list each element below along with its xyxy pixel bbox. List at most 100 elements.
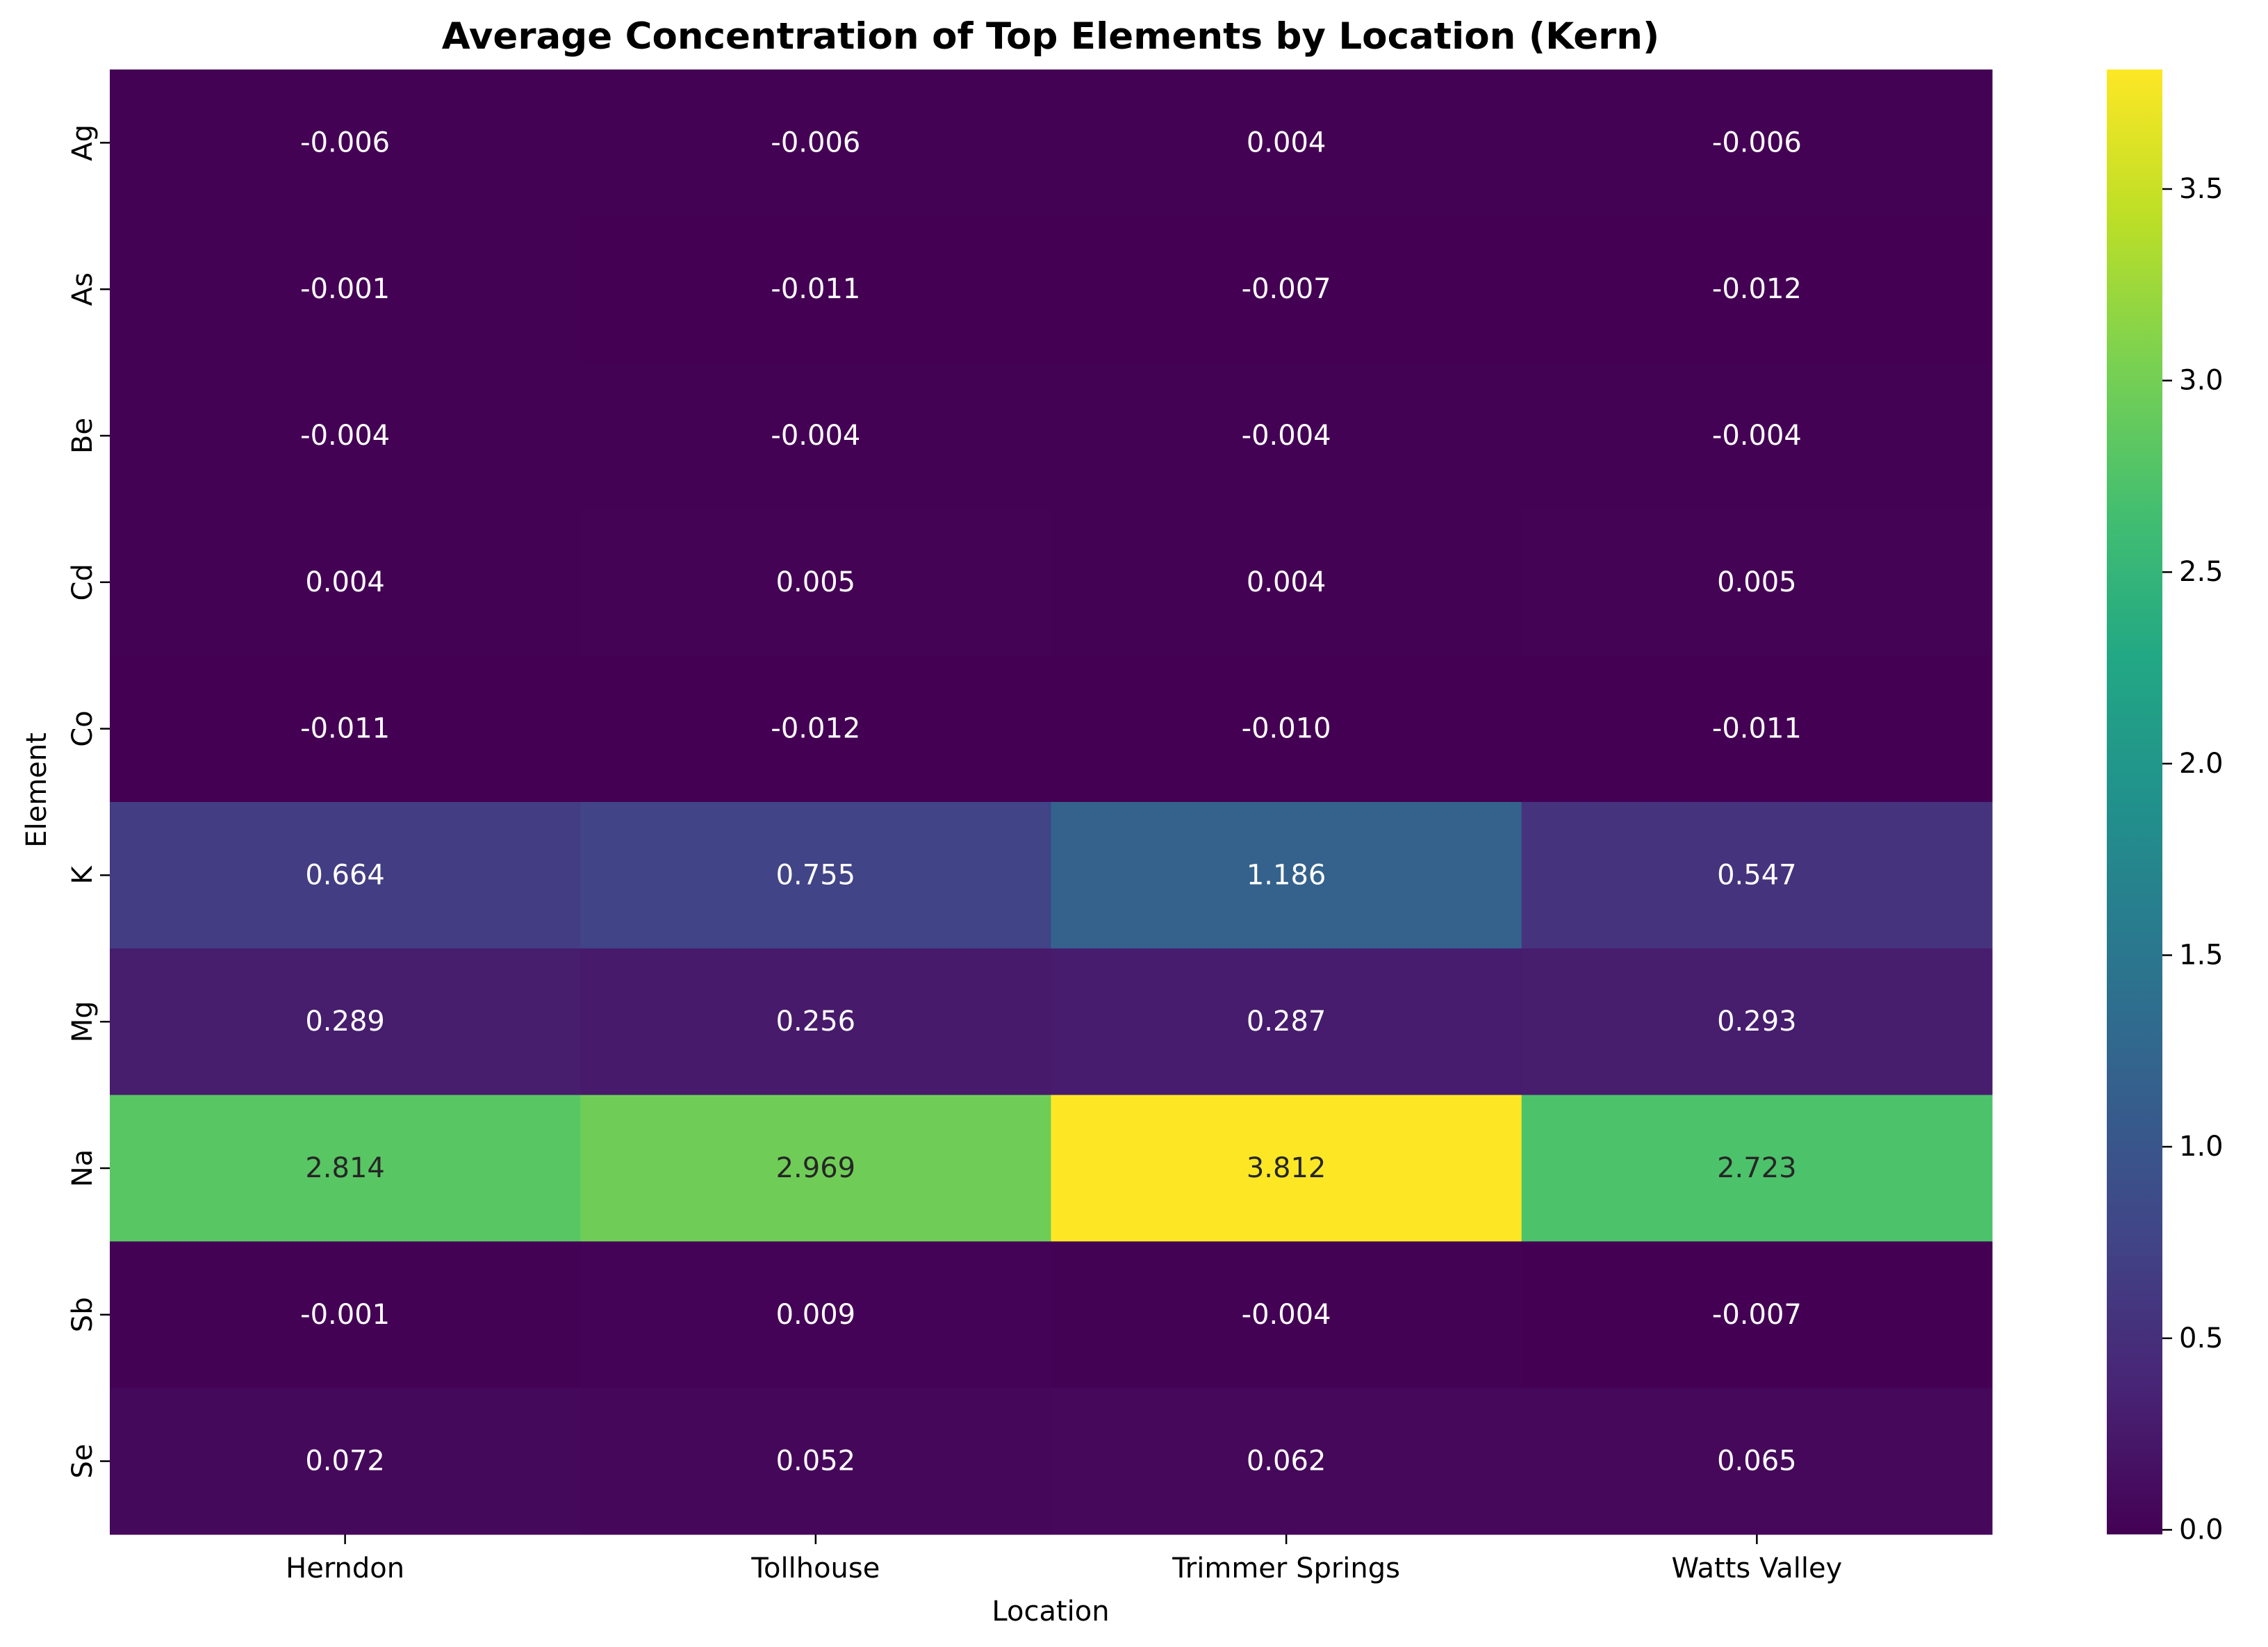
- cell-sb-tollhouse: [580, 1241, 1051, 1388]
- heatmap-cell-labels: -0.006 -0.006 0.004 -0.006 -0.001 -0.011 -0.00…: [300, 126, 1802, 1477]
- cell-value-label: -0.011: [771, 273, 860, 305]
- cell-as-watts-valley: [1521, 215, 1993, 363]
- cell-value-label: 2.969: [776, 1152, 856, 1184]
- cell-mg-tollhouse: [580, 948, 1051, 1096]
- cell-mg-herndon: [110, 948, 581, 1096]
- cell-value-label: 0.755: [776, 859, 856, 891]
- x-axis-label: Location: [992, 1596, 1109, 1628]
- cell-value-label: -0.004: [1712, 420, 1802, 452]
- cell-be-watts-valley: [1521, 362, 1993, 509]
- y-tick-label: As: [67, 272, 99, 306]
- cell-na-trimmer-springs: [1051, 1095, 1522, 1242]
- cell-co-tollhouse: [580, 655, 1051, 803]
- cell-k-herndon: [110, 802, 581, 949]
- cell-value-label: 0.005: [1717, 566, 1797, 598]
- cell-na-tollhouse: [580, 1095, 1051, 1242]
- cell-ag-watts-valley: [1521, 69, 1993, 217]
- cell-co-watts-valley: [1521, 655, 1993, 803]
- y-tick-label: K: [67, 865, 99, 885]
- cell-cd-tollhouse: [580, 509, 1051, 656]
- cell-value-label: 0.293: [1717, 1006, 1797, 1038]
- y-tick-label: Se: [67, 1444, 99, 1479]
- cell-cd-herndon: [110, 509, 581, 656]
- colorbar-ticks: 0.0 0.5 1.0 1.5 2.0 2.5 3.0 3.5: [2162, 173, 2224, 1546]
- y-tick-label: Cd: [67, 564, 99, 600]
- cell-value-label: 0.065: [1717, 1445, 1797, 1477]
- cell-value-label: 0.547: [1717, 859, 1797, 891]
- colorbar-tick-label: 3.5: [2179, 173, 2224, 205]
- cell-value-label: -0.006: [771, 126, 860, 158]
- cell-k-tollhouse: [580, 802, 1051, 949]
- x-tick-label: Herndon: [286, 1552, 404, 1584]
- colorbar-tick-label: 0.0: [2179, 1514, 2224, 1546]
- cell-value-label: -0.007: [1712, 1299, 1802, 1331]
- cell-value-label: 2.723: [1717, 1152, 1797, 1184]
- cell-value-label: 0.289: [305, 1006, 385, 1038]
- colorbar-tick-label: 1.0: [2179, 1131, 2224, 1163]
- y-tick-label: Be: [67, 418, 99, 454]
- cell-sb-watts-valley: [1521, 1241, 1993, 1388]
- x-tick-label: Watts Valley: [1672, 1552, 1843, 1584]
- cell-value-label: -0.001: [300, 1299, 390, 1331]
- x-tick-label: Trimmer Springs: [1172, 1552, 1400, 1584]
- cell-mg-watts-valley: [1521, 948, 1993, 1096]
- cell-sb-herndon: [110, 1241, 581, 1388]
- cell-se-trimmer-springs: [1051, 1388, 1522, 1535]
- cell-co-trimmer-springs: [1051, 655, 1522, 803]
- cell-value-label: -0.007: [1242, 273, 1331, 305]
- cell-value-label: -0.001: [300, 273, 390, 305]
- cell-value-label: -0.004: [1242, 1299, 1331, 1331]
- cell-as-herndon: [110, 215, 581, 363]
- cell-co-herndon: [110, 655, 581, 803]
- cell-value-label: 0.072: [305, 1445, 385, 1477]
- cell-na-watts-valley: [1521, 1095, 1993, 1242]
- cell-value-label: 3.812: [1247, 1152, 1326, 1184]
- cell-be-tollhouse: [580, 362, 1051, 509]
- x-tick-label: Tollhouse: [750, 1552, 880, 1584]
- cell-ag-herndon: [110, 69, 581, 217]
- cell-value-label: 0.287: [1247, 1006, 1326, 1038]
- cell-k-watts-valley: [1521, 802, 1993, 949]
- x-axis: Herndon Tollhouse Trimmer Springs Watts Val…: [286, 1534, 1842, 1584]
- cell-value-label: 0.664: [305, 859, 385, 891]
- cell-value-label: -0.010: [1242, 713, 1331, 745]
- cell-be-trimmer-springs: [1051, 362, 1522, 509]
- cell-se-tollhouse: [580, 1388, 1051, 1535]
- colorbar-tick-label: 3.0: [2179, 365, 2224, 397]
- cell-value-label: 1.186: [1247, 859, 1326, 891]
- cell-value-label: 0.004: [305, 566, 385, 598]
- colorbar-tick-label: 1.5: [2179, 940, 2224, 972]
- cell-value-label: 0.004: [1247, 126, 1326, 158]
- y-tick-label: Mg: [67, 1001, 99, 1042]
- y-tick-label: Co: [67, 710, 99, 746]
- cell-value-label: -0.012: [1712, 273, 1802, 305]
- cell-cd-trimmer-springs: [1051, 509, 1522, 656]
- cell-value-label: -0.004: [300, 420, 390, 452]
- y-axis: Ag As Be Cd Co K Mg Na Sb Se: [67, 124, 110, 1479]
- colorbar-tick-label: 2.0: [2179, 748, 2224, 780]
- cell-value-label: -0.012: [771, 713, 860, 745]
- cell-se-herndon: [110, 1388, 581, 1535]
- cell-as-trimmer-springs: [1051, 215, 1522, 363]
- chart-title: Average Concentration of Top Elements by…: [442, 15, 1660, 58]
- y-tick-label: Ag: [67, 124, 99, 161]
- colorbar-tick-label: 2.5: [2179, 556, 2224, 588]
- cell-value-label: 0.009: [776, 1299, 856, 1331]
- cell-k-trimmer-springs: [1051, 802, 1522, 949]
- cell-value-label: -0.011: [300, 713, 390, 745]
- y-tick-label: Na: [67, 1149, 99, 1187]
- colorbar-tick-label: 0.5: [2179, 1322, 2224, 1354]
- colorbar: 0.0 0.5 1.0 1.5 2.0 2.5 3.0 3.5: [2107, 69, 2224, 1546]
- cell-sb-trimmer-springs: [1051, 1241, 1522, 1388]
- cell-value-label: 0.005: [776, 566, 856, 598]
- colorbar-gradient: [2107, 69, 2162, 1534]
- cell-mg-trimmer-springs: [1051, 948, 1522, 1096]
- cell-value-label: -0.006: [300, 126, 390, 158]
- cell-be-herndon: [110, 362, 581, 509]
- cell-value-label: -0.004: [1242, 420, 1331, 452]
- cell-ag-tollhouse: [580, 69, 1051, 217]
- cell-value-label: 0.256: [776, 1006, 856, 1038]
- heatmap-cells: [110, 69, 1993, 1535]
- cell-value-label: 0.052: [776, 1445, 856, 1477]
